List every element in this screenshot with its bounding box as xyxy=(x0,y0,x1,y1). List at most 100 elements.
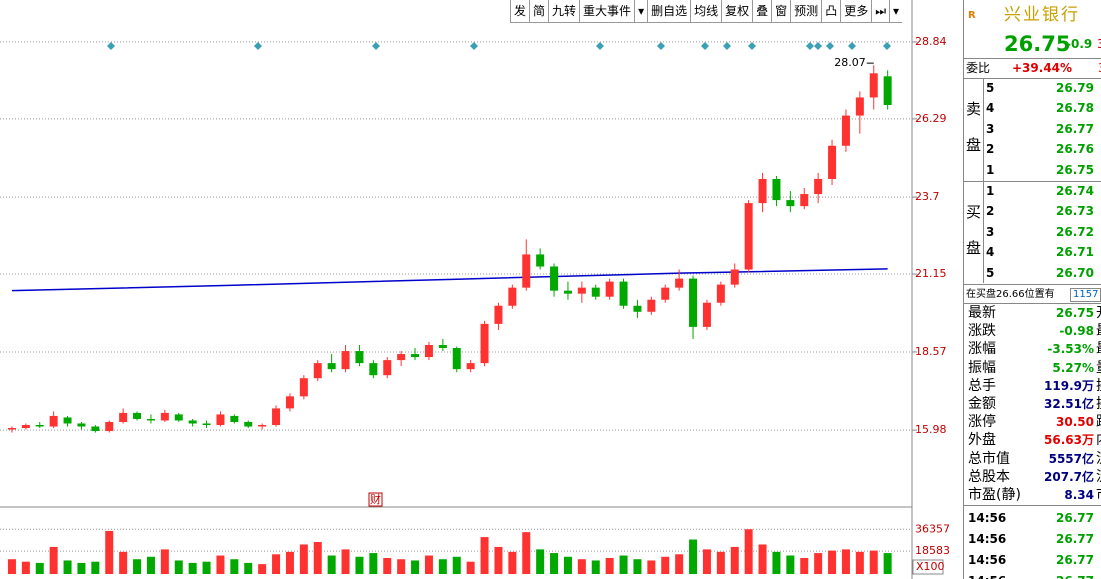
candle-body xyxy=(202,423,211,425)
volume-bar xyxy=(744,529,753,574)
info-label: 涨跌 xyxy=(968,323,996,340)
toolbar-button[interactable]: 删自选 xyxy=(647,0,690,22)
trade-row: 14:56 26.77 xyxy=(964,551,1101,570)
level: 3 xyxy=(986,224,995,239)
candle-body xyxy=(744,203,753,270)
ratio: +39.44% xyxy=(1012,61,1073,75)
candle-body xyxy=(619,281,628,306)
info-row: 总市值 5557亿流 xyxy=(964,450,1101,469)
volume-bar xyxy=(480,537,489,574)
trade-time: 14:56 xyxy=(968,553,1007,567)
book-divider xyxy=(983,78,984,283)
info-row: 总股本 207.7亿流 xyxy=(964,468,1101,487)
volume-bar xyxy=(772,551,781,574)
toolbar-button[interactable]: 预测 xyxy=(790,0,821,22)
trade-price: 26.77 xyxy=(1056,511,1094,525)
toolbar-button[interactable]: ▾ xyxy=(889,0,902,22)
info-label: 总股本 xyxy=(968,468,1010,485)
volume-bar xyxy=(702,549,711,574)
candle-body xyxy=(285,396,294,409)
volume-bar xyxy=(355,556,364,574)
volume-bar xyxy=(160,549,169,574)
toolbar-button[interactable]: 均线 xyxy=(690,0,721,22)
candle-body xyxy=(49,415,58,427)
candle-body xyxy=(313,363,322,379)
candle-body xyxy=(174,414,183,421)
event-marker xyxy=(748,42,756,50)
volume-bar xyxy=(258,564,267,574)
moving-average xyxy=(11,268,888,292)
event-box xyxy=(368,492,383,507)
volume-bar xyxy=(508,551,517,574)
order-level: 4 26.78 xyxy=(964,99,1101,118)
trade-row: 14:56 26.77 xyxy=(964,509,1101,528)
info-value: 8.34 xyxy=(1064,488,1094,502)
volume-bar xyxy=(21,561,30,574)
trade-time: 14:56 xyxy=(968,532,1007,546)
candle-body xyxy=(146,418,155,421)
event-marker xyxy=(814,42,822,50)
toolbar-button[interactable]: 发 xyxy=(510,0,529,22)
volume-bar xyxy=(133,559,142,574)
event-marker xyxy=(657,42,665,50)
order-level: 2 26.76 xyxy=(964,140,1101,159)
volume-unit: X100 xyxy=(916,560,945,573)
order-level: 2 26.73 xyxy=(964,202,1101,221)
trade-price: 26.77 xyxy=(1056,572,1094,579)
volume-bar xyxy=(758,544,767,574)
volume-bar xyxy=(119,551,128,574)
toolbar-button[interactable]: 叠 xyxy=(752,0,771,22)
volume-bar xyxy=(244,562,253,574)
book-side: 买 xyxy=(966,203,982,221)
volume-bar xyxy=(522,532,531,574)
candle-body xyxy=(383,360,392,376)
trade-price: 26.77 xyxy=(1056,532,1094,546)
candle-body xyxy=(480,323,489,364)
candle-body xyxy=(605,281,614,297)
level: 4 xyxy=(986,245,995,260)
book-side: 卖 xyxy=(966,100,982,118)
candle-body xyxy=(272,408,281,425)
ratio-row: 委比 +39.44% 3 xyxy=(964,59,1101,78)
volume-bar xyxy=(730,546,739,574)
info-label: 金额 xyxy=(968,396,996,412)
candle-body xyxy=(63,417,72,424)
toolbar-button[interactable]: 更多 xyxy=(840,0,871,22)
candle-body xyxy=(160,412,169,421)
cut-text: 市 xyxy=(1096,486,1101,505)
candle-body xyxy=(828,145,837,179)
y-tick-label: 23.7 xyxy=(915,190,940,203)
level-price: 26.77 xyxy=(1056,121,1094,136)
info-row: 涨停 30.50跌 xyxy=(964,413,1101,432)
toolbar-button[interactable]: 窗 xyxy=(771,0,790,22)
candle-body xyxy=(841,115,850,146)
info-value: 26.75 xyxy=(1056,306,1094,320)
candle-body xyxy=(563,290,572,294)
toolbar-button[interactable]: 凸 xyxy=(821,0,840,22)
toolbar-button[interactable]: ▾ xyxy=(634,0,647,22)
info-label: 总手 xyxy=(968,377,996,394)
y-tick-label: 15.98 xyxy=(915,423,947,436)
order-level: 1 26.75 xyxy=(964,161,1101,180)
y-tick-label: 26.29 xyxy=(915,112,947,125)
toolbar-button[interactable]: 九转 xyxy=(548,0,579,22)
toolbar-button[interactable]: 重大事件 xyxy=(579,0,634,22)
toolbar-button[interactable]: 复权 xyxy=(721,0,752,22)
cut-text: 流 xyxy=(1096,450,1101,469)
volume-bar xyxy=(661,556,670,574)
level-price: 26.75 xyxy=(1056,162,1094,177)
event-marker xyxy=(701,42,709,50)
volume-bar xyxy=(341,549,350,574)
candle-body xyxy=(800,194,809,207)
toolbar-button[interactable]: ⏭ xyxy=(871,0,889,22)
level: 5 xyxy=(986,265,995,280)
change: -0.9 xyxy=(1066,37,1093,51)
y-tick-label: 18583 xyxy=(915,544,950,557)
event-marker xyxy=(723,42,731,50)
notice: 在买盘26.66位置有 xyxy=(966,289,1055,300)
candle-body xyxy=(452,348,461,370)
volume-bar xyxy=(800,558,809,574)
volume-bar xyxy=(591,560,600,574)
toolbar-button[interactable]: 简 xyxy=(529,0,548,22)
cut-text: 流 xyxy=(1096,468,1101,487)
